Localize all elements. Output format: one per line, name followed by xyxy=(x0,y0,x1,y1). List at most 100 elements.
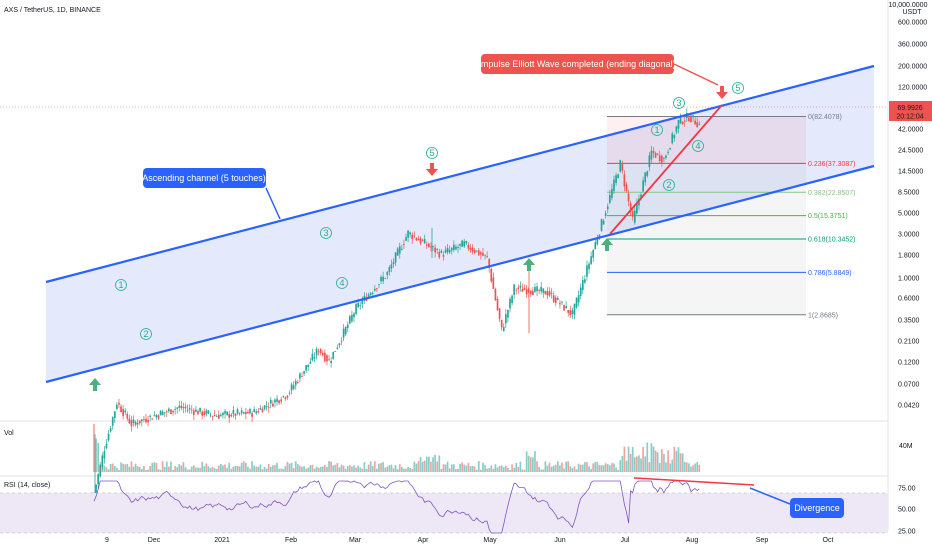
price-axis-tick-label: 1.8000 xyxy=(898,253,920,260)
volume-bar xyxy=(696,462,699,472)
wave-label-circle xyxy=(651,124,663,136)
candle-body xyxy=(455,246,457,250)
volume-bar xyxy=(467,462,470,472)
candle-body xyxy=(658,155,661,161)
candle-body xyxy=(692,115,694,118)
wave-label: 4 xyxy=(695,141,700,151)
time-axis-tick-label: May xyxy=(483,537,497,544)
candle-body xyxy=(286,395,289,398)
candle-body xyxy=(494,288,497,301)
channel-callout-pointer xyxy=(265,187,281,220)
candle-body xyxy=(400,248,403,250)
volume-bar xyxy=(301,466,303,472)
time-axis-tick-label: Feb xyxy=(285,537,297,544)
volume-bar xyxy=(284,466,287,472)
arrow-up-icon xyxy=(523,258,535,271)
volume-bar xyxy=(517,466,520,472)
volume-bar xyxy=(296,464,299,472)
volume-bar xyxy=(236,465,239,472)
impulse-trendline[interactable] xyxy=(609,104,723,235)
volume-bar xyxy=(658,462,661,472)
candle-body xyxy=(301,376,303,378)
impulse-callout[interactable]: Impulse Elliott Wave completed (ending d… xyxy=(478,54,719,86)
volume-bar xyxy=(382,462,384,472)
candle-body xyxy=(652,150,655,153)
volume-bar xyxy=(165,461,168,472)
candle-body xyxy=(294,380,297,386)
volume-bar xyxy=(93,424,95,472)
channel-upper-line[interactable] xyxy=(45,64,875,284)
candle-body xyxy=(640,194,642,198)
volume-bar xyxy=(336,463,339,472)
volume-bar xyxy=(211,467,214,472)
candle-body xyxy=(565,306,568,309)
volume-bar xyxy=(305,468,308,472)
volume-bar xyxy=(251,461,253,472)
price-axis-tick-label: 0.3500 xyxy=(898,318,920,325)
candle-body xyxy=(411,234,414,240)
candle-body xyxy=(407,230,409,238)
volume-bar xyxy=(182,462,185,472)
channel-callout[interactable]: Ascending channel (5 touches) xyxy=(142,168,281,220)
candle-body xyxy=(438,252,441,258)
candle-body xyxy=(259,408,262,410)
channel-lower-line[interactable] xyxy=(45,164,875,384)
candle-body xyxy=(105,444,108,449)
candle-body xyxy=(211,416,214,417)
divergence-callout-pointer xyxy=(749,487,791,505)
volume-bar xyxy=(326,467,328,472)
volume-bar xyxy=(359,467,362,472)
volume-bar xyxy=(259,464,262,472)
price-axis-unit-value: 10,000.0000 xyxy=(889,2,928,9)
candle-body xyxy=(199,407,201,412)
volume-bar xyxy=(253,465,256,472)
volume-bar xyxy=(215,468,218,472)
volume-bar xyxy=(407,467,409,472)
candle-body xyxy=(226,411,228,415)
volume-bar xyxy=(413,461,416,472)
arrow-up-icon xyxy=(601,238,613,251)
volume-bar xyxy=(430,461,432,472)
candle-body xyxy=(388,267,391,273)
time-axis-tick-label: 2021 xyxy=(214,537,230,544)
candle-body xyxy=(378,284,380,286)
volume-bar xyxy=(581,464,584,472)
candle-body xyxy=(373,288,376,291)
volume-bar xyxy=(109,463,112,472)
volume-bar xyxy=(255,466,258,472)
candle-body xyxy=(195,409,197,412)
candle-body xyxy=(473,249,476,253)
fib-level-label: 0.618(10.3452) xyxy=(808,237,855,244)
volume-bar xyxy=(504,465,507,472)
candle-body xyxy=(147,419,149,423)
volume-bar xyxy=(170,461,172,472)
volume-bar xyxy=(575,469,578,472)
volume-bar xyxy=(130,461,133,472)
volume-bar xyxy=(269,466,272,472)
volume-bar xyxy=(338,467,341,472)
candle-body xyxy=(500,319,503,328)
volume-bar xyxy=(415,463,418,472)
candle-body xyxy=(604,213,607,216)
candle-body xyxy=(136,422,139,425)
divergence-line[interactable] xyxy=(633,477,755,486)
candle-body xyxy=(307,364,310,367)
candle-body xyxy=(621,163,624,171)
volume-bar xyxy=(631,446,634,472)
candle-body xyxy=(324,352,326,362)
candle-body xyxy=(159,410,162,416)
volume-bar xyxy=(621,455,624,472)
volume-bar xyxy=(292,468,295,472)
candle-body xyxy=(461,240,464,247)
divergence-callout-label: Divergence xyxy=(794,503,840,513)
volume-bar xyxy=(617,469,620,472)
candle-body xyxy=(654,152,657,158)
candle-body xyxy=(95,484,97,494)
candle-body xyxy=(677,120,680,129)
volume-bar xyxy=(261,469,264,472)
volume-bar xyxy=(588,466,590,472)
divergence-callout[interactable]: Divergence xyxy=(749,487,844,518)
volume-bar xyxy=(334,464,337,472)
volume-bar xyxy=(663,453,665,472)
